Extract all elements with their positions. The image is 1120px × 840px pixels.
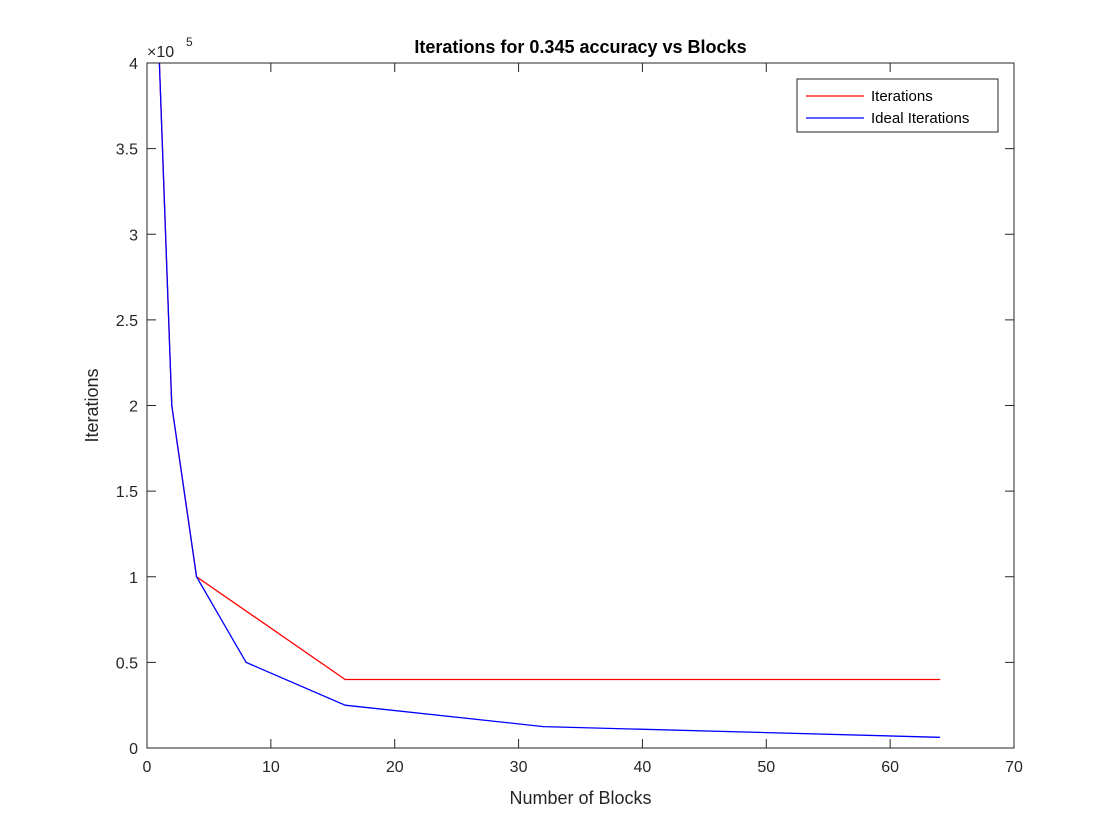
x-tick-label: 10 <box>262 759 280 776</box>
data-point <box>542 725 544 728</box>
data-point <box>195 576 198 578</box>
chart-title: Iterations for 0.345 accuracy vs Blocks <box>414 37 746 57</box>
data-point <box>344 704 346 706</box>
y-axis-exponent-base: ×10 <box>147 44 174 61</box>
legend-box <box>796 78 999 133</box>
y-axis-label: Iterations <box>82 368 102 442</box>
y-axis-exponent-power: 5 <box>186 35 193 49</box>
y-tick-label: 2 <box>129 399 138 416</box>
legend: Iterations Ideal Iterations <box>796 78 999 133</box>
y-tick-label: 1 <box>129 570 138 587</box>
x-tick-label: 50 <box>757 759 775 776</box>
x-tick-label: 40 <box>634 759 652 776</box>
legend-label: Iterations <box>871 88 933 105</box>
plot-area: 0 10 20 30 40 50 60 70 0 0.5 1 1.5 2 2.5 3 3.5 4 <box>116 56 1023 776</box>
y-tick-label: 0 <box>129 741 138 758</box>
y-tick-label: 3.5 <box>116 142 138 159</box>
y-tick-label: 4 <box>129 56 138 73</box>
y-tick-label: 3 <box>129 227 138 244</box>
legend-label: Ideal Iterations <box>871 110 969 127</box>
x-tick-label: 0 <box>143 759 152 776</box>
x-tick-label: 70 <box>1005 759 1023 776</box>
data-point <box>344 678 346 681</box>
y-tick-label: 2.5 <box>116 313 138 330</box>
x-tick-label: 20 <box>386 759 404 776</box>
x-axis-label: Number of Blocks <box>509 788 651 808</box>
data-point <box>245 661 247 663</box>
y-tick-label: 1.5 <box>116 484 138 501</box>
data-point <box>171 404 173 407</box>
x-tick-label: 30 <box>510 759 528 776</box>
data-point <box>939 678 941 681</box>
x-tick-label: 60 <box>881 759 899 776</box>
data-point <box>939 736 941 738</box>
y-tick-label: 0.5 <box>116 655 138 672</box>
